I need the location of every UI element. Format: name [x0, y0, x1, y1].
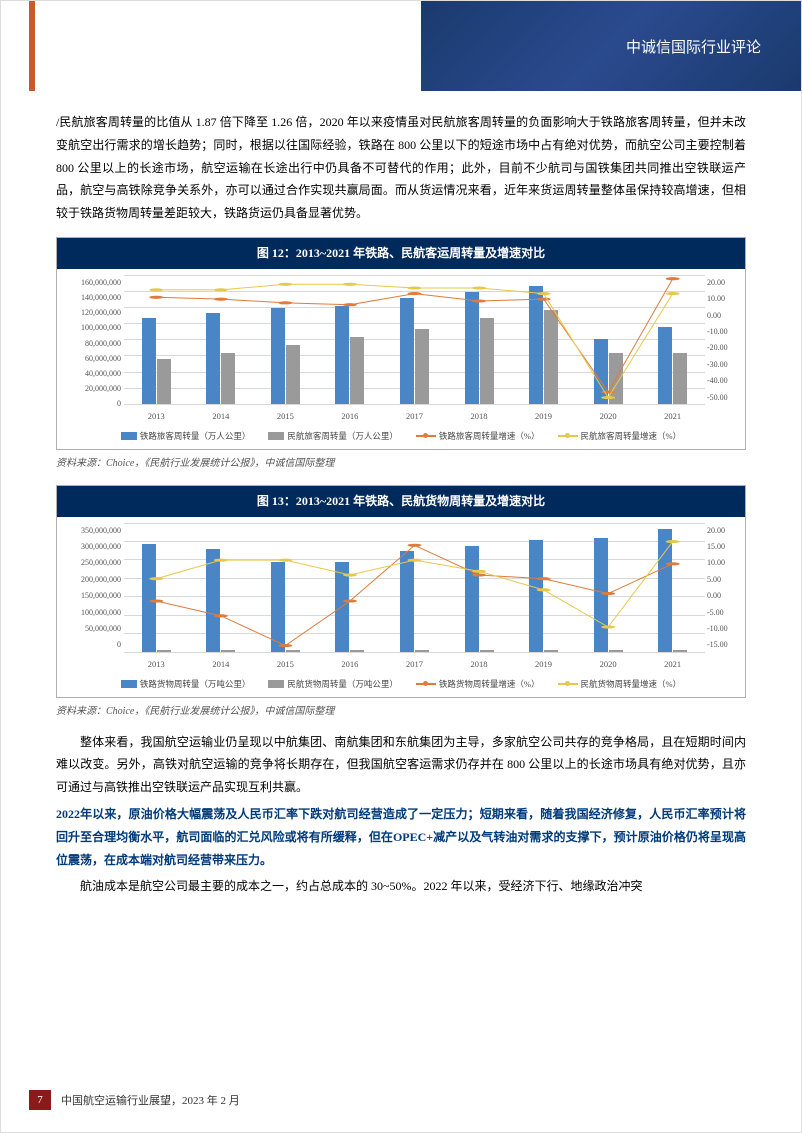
- chart-12-title: 图 12：2013~2021 年铁路、民航客运周转量及增速对比: [57, 238, 745, 269]
- chart-12-y-axis-right: 20.0010.000.00-10.00-20.00-30.00-40.00-5…: [707, 275, 735, 405]
- header-title: 中诚信国际行业评论: [626, 36, 761, 57]
- chart-12-legend: 铁路旅客周转量（万人公里）民航旅客周转量（万人公里）铁路旅客周转量增速（%）民航…: [69, 428, 733, 444]
- chart-12-source: 资料来源：Choice，《民航行业发展统计公报》，中诚信国际整理: [56, 454, 746, 473]
- chart-13-x-axis: 201320142015201620172018201920202021: [124, 656, 705, 672]
- chart-13-body: 350,000,000300,000,000250,000,000200,000…: [57, 517, 745, 697]
- header-banner: 中诚信国际行业评论: [421, 1, 801, 91]
- paragraph-3-highlight: 2022年以来，原油价格大幅震荡及人民币汇率下跌对航司经营造成了一定压力；短期来…: [56, 803, 746, 871]
- chart-13-y-axis-right: 20.0015.0010.005.000.00-5.00-10.00-15.00: [707, 523, 735, 653]
- paragraph-2: 整体来看，我国航空运输业仍呈现以中航集团、南航集团和东航集团为主导，多家航空公司…: [56, 731, 746, 799]
- paragraph-1: /民航旅客周转量的比值从 1.87 倍下降至 1.26 倍，2020 年以来疫情…: [56, 111, 746, 225]
- chart-13-y-axis-left: 350,000,000300,000,000250,000,000200,000…: [66, 523, 121, 653]
- chart-13-plot-area: 350,000,000300,000,000250,000,000200,000…: [124, 523, 705, 653]
- chart-12-body: 160,000,000140,000,000120,000,000100,000…: [57, 269, 745, 449]
- chart-12-block: 图 12：2013~2021 年铁路、民航客运周转量及增速对比 160,000,…: [56, 237, 746, 450]
- paragraph-4: 航油成本是航空公司最主要的成本之一，约占总成本的 30~50%。2022 年以来…: [56, 875, 746, 898]
- chart-13-source: 资料来源：Choice，《民航行业发展统计公报》，中诚信国际整理: [56, 702, 746, 721]
- chart-13-legend: 铁路货物周转量（万吨公里）民航货物周转量（万吨公里）铁路货物周转量增速（%）民航…: [69, 676, 733, 692]
- chart-13-title: 图 13：2013~2021 年铁路、民航货物周转量及增速对比: [57, 486, 745, 517]
- header-accent-strip: [29, 1, 35, 91]
- chart-13-lines: [124, 523, 705, 653]
- chart-12-lines: [124, 275, 705, 405]
- document-content: /民航旅客周转量的比值从 1.87 倍下降至 1.26 倍，2020 年以来疫情…: [1, 1, 801, 942]
- chart-13-block: 图 13：2013~2021 年铁路、民航货物周转量及增速对比 350,000,…: [56, 485, 746, 698]
- page-number: 7: [29, 1090, 51, 1110]
- chart-12-x-axis: 201320142015201620172018201920202021: [124, 408, 705, 424]
- chart-12-plot-area: 160,000,000140,000,000120,000,000100,000…: [124, 275, 705, 405]
- footer: 7 中国航空运输行业展望，2023 年 2 月: [1, 1090, 240, 1110]
- footer-text: 中国航空运输行业展望，2023 年 2 月: [61, 1092, 240, 1108]
- chart-12-y-axis-left: 160,000,000140,000,000120,000,000100,000…: [66, 275, 121, 405]
